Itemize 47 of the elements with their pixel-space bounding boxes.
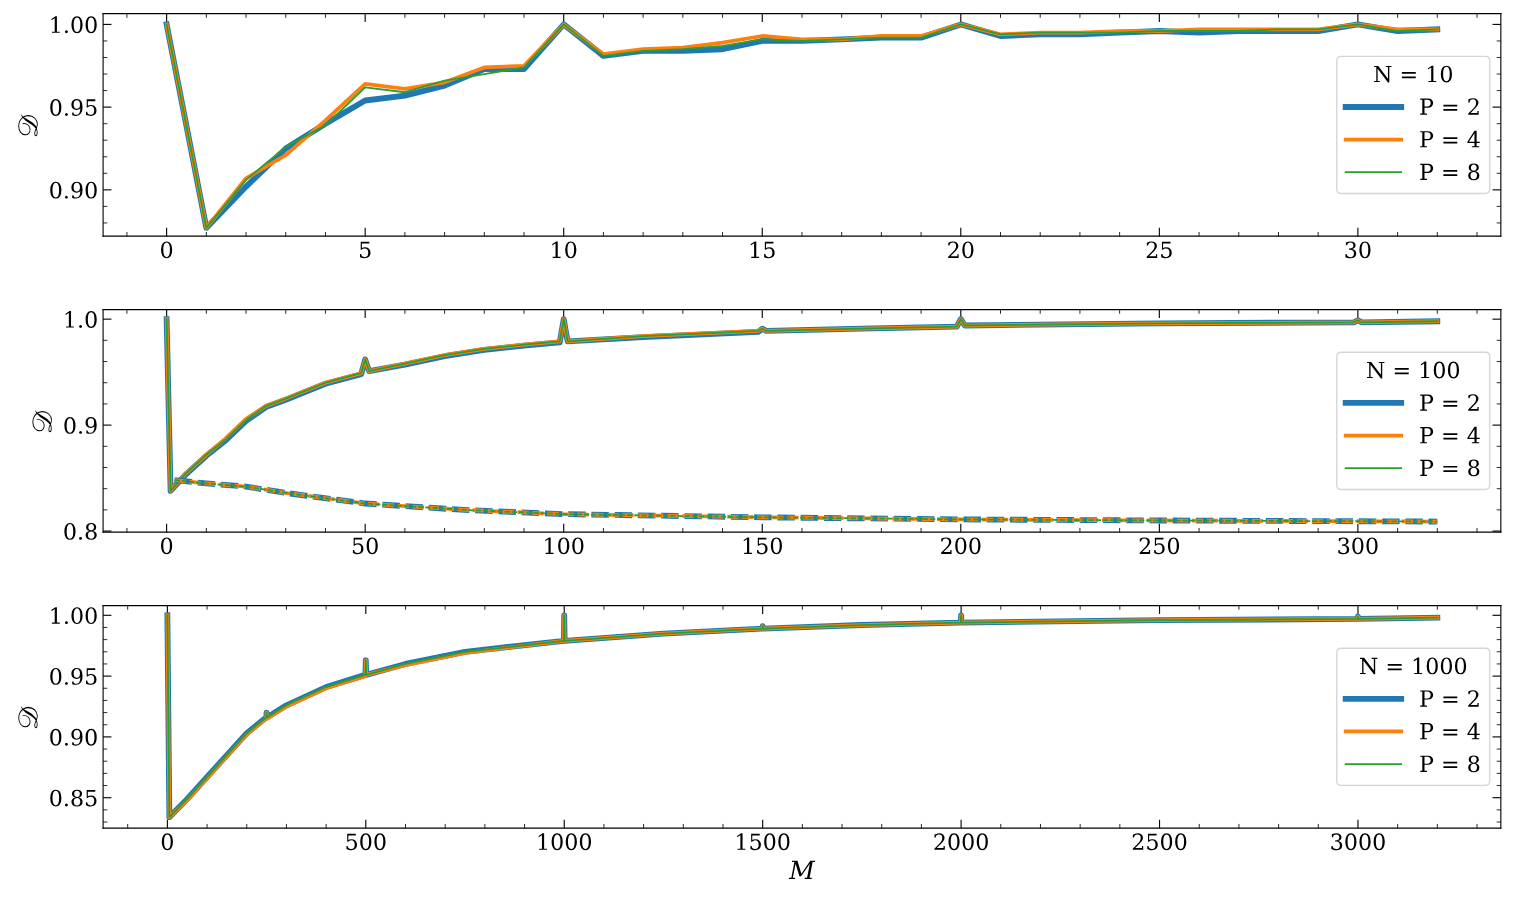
legend-title: N = 1000 <box>1359 657 1467 675</box>
y-tick-label: 0.95 <box>50 668 97 685</box>
y-tick-label: 0.90 <box>50 181 97 199</box>
legend-title: N = 100 <box>1367 361 1460 379</box>
x-tick-label: 250 <box>1139 537 1180 555</box>
x-tick-label: 1000 <box>538 833 592 851</box>
x-tick-label: 0 <box>161 241 173 259</box>
y-tick-label: 1.00 <box>51 607 97 625</box>
y-axis-title: 𝒟 <box>18 114 38 137</box>
legend-label: P = 4 <box>1420 722 1480 740</box>
legend-label: P = 4 <box>1420 130 1480 148</box>
x-tick-label: 150 <box>743 537 782 555</box>
x-axis-title: M <box>788 860 816 880</box>
legend-label: P = 2 <box>1420 690 1479 707</box>
x-tick-label: 100 <box>545 537 584 555</box>
y-tick-label: 1.0 <box>65 311 97 328</box>
y-axis-title: 𝒟 <box>18 706 38 729</box>
legend-label: P = 8 <box>1420 755 1480 773</box>
x-tick-label: 15 <box>750 241 775 259</box>
x-tick-label: 300 <box>1338 537 1378 555</box>
x-tick-label: 50 <box>352 537 378 555</box>
x-tick-label: 0 <box>161 833 173 851</box>
y-axis-title: 𝒟 <box>32 410 52 433</box>
legend-label: P = 8 <box>1420 163 1480 181</box>
x-tick-label: 3000 <box>1331 833 1385 851</box>
legend-label: P = 2 <box>1420 394 1479 411</box>
x-tick-label: 30 <box>1345 241 1371 259</box>
x-tick-label: 0 <box>161 537 173 555</box>
x-tick-label: 20 <box>948 241 974 259</box>
legend-label: P = 4 <box>1420 426 1480 444</box>
x-tick-label: 10 <box>552 241 577 259</box>
y-tick-label: 0.95 <box>50 99 97 116</box>
x-tick-label: 5 <box>359 241 371 259</box>
legend-label: P = 2 <box>1420 98 1479 115</box>
legend-title: N = 10 <box>1374 65 1453 83</box>
y-tick-label: 0.90 <box>50 728 97 746</box>
y-tick-label: 0.8 <box>64 523 97 540</box>
x-tick-label: 500 <box>346 833 386 851</box>
x-tick-label: 200 <box>941 537 981 555</box>
x-tick-label: 25 <box>1146 241 1172 259</box>
y-tick-label: 1.00 <box>51 16 97 34</box>
x-tick-label: 2500 <box>1132 833 1187 851</box>
legend-label: P = 8 <box>1420 459 1480 477</box>
x-tick-label: 2000 <box>934 833 988 851</box>
x-tick-label: 1500 <box>737 833 790 851</box>
y-tick-label: 0.9 <box>64 417 97 434</box>
y-tick-label: 0.85 <box>50 789 97 807</box>
